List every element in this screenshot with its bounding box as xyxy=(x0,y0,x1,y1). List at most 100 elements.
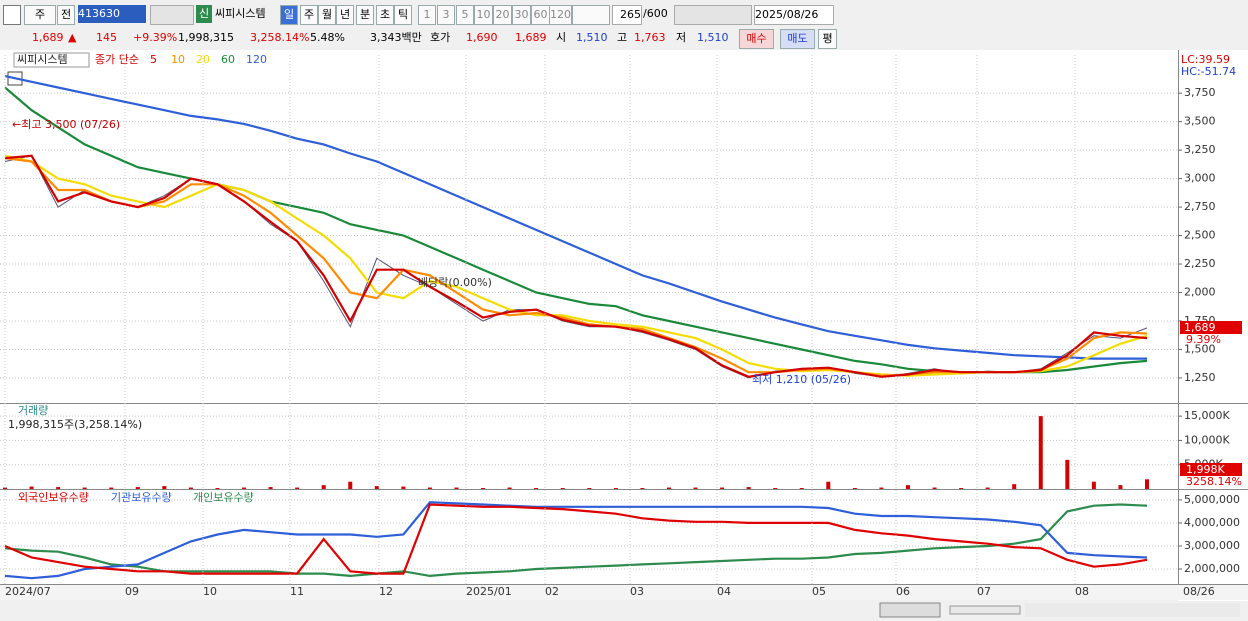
date-input[interactable]: 2025/08/26 xyxy=(754,5,834,25)
series-line xyxy=(4,154,1148,377)
period-month[interactable]: 월 xyxy=(318,5,336,25)
y-tick-label: 5,000,000 xyxy=(1184,493,1240,506)
price-pill xyxy=(1180,321,1242,334)
change: 145 xyxy=(96,31,117,44)
tool-icons[interactable] xyxy=(1025,603,1240,617)
price: 1,689 xyxy=(32,31,64,44)
buy-button[interactable]: 매수 xyxy=(739,29,774,49)
period-minute[interactable]: 분 xyxy=(356,5,374,25)
count-input[interactable]: 265 xyxy=(612,5,642,25)
legend-entry: 개인보유수량 xyxy=(193,491,254,504)
legend-entry: 5 xyxy=(150,53,157,66)
y-tick-label: 3,500 xyxy=(1184,115,1216,128)
y-tick-label: 10,000K xyxy=(1184,433,1230,446)
volume-bar xyxy=(162,486,167,489)
x-tick-label: 08/26 xyxy=(1183,585,1215,598)
x-tick-label: 02 xyxy=(545,585,559,598)
change-pct: +9.39% xyxy=(133,31,178,44)
bid: 1,689 xyxy=(515,31,547,44)
y-tick-label: 3,000,000 xyxy=(1184,539,1240,552)
volume-bar xyxy=(481,488,486,489)
stock-name: 씨피시스템 xyxy=(215,7,266,20)
volume-bar xyxy=(401,486,406,489)
tool-icons[interactable] xyxy=(150,5,194,25)
period-week[interactable]: 주 xyxy=(300,5,318,25)
volume-bar xyxy=(1065,459,1070,489)
period-tick[interactable]: 틱 xyxy=(394,5,412,25)
y-tick-label: 2,500 xyxy=(1184,229,1216,242)
y-tick-label: 15,000K xyxy=(1184,409,1230,422)
volume-bar xyxy=(3,487,7,489)
volume-bar xyxy=(666,487,671,489)
interval[interactable]: 3 xyxy=(437,5,455,25)
x-tick-label: 11 xyxy=(290,585,304,598)
zoom-slider[interactable] xyxy=(949,605,1021,615)
avg-button[interactable]: 평 xyxy=(818,29,837,49)
x-tick-label: 04 xyxy=(717,585,731,598)
interval[interactable]: 120 xyxy=(549,5,572,25)
last-volume-pct: 3258.14% xyxy=(1186,475,1242,488)
chart-title: 씨피시스템 xyxy=(17,53,68,66)
icon[interactable] xyxy=(3,5,21,25)
volume-ratio: 3,258.14% xyxy=(250,31,310,44)
hc-label: HC:-51.74 xyxy=(1181,65,1236,78)
y-tick-label: 2,000,000 xyxy=(1184,562,1240,575)
x-axis-bg xyxy=(0,585,1248,600)
y-tick-label: 3,000 xyxy=(1184,172,1216,185)
volume-bar xyxy=(985,487,990,489)
low-label: 저 xyxy=(676,31,687,44)
interval[interactable]: 5 xyxy=(456,5,474,25)
interval[interactable]: 20 xyxy=(493,5,512,25)
y-tick-label: 2,250 xyxy=(1184,257,1216,270)
y-tick-label: 4,000,000 xyxy=(1184,516,1240,529)
scroll-buttons[interactable] xyxy=(879,602,941,618)
x-tick-label: 07 xyxy=(977,585,991,598)
interval[interactable]: 60 xyxy=(531,5,550,25)
volume-bar xyxy=(932,487,937,489)
volume-pill xyxy=(1180,463,1242,476)
volume-bar xyxy=(560,488,565,489)
volume-bar xyxy=(242,487,247,489)
volume-bar xyxy=(1118,485,1123,489)
volume-bar xyxy=(348,481,353,489)
interval[interactable]: 10 xyxy=(474,5,493,25)
period-second[interactable]: 초 xyxy=(376,5,394,25)
x-tick-label: 12 xyxy=(379,585,393,598)
volume-bar xyxy=(507,487,512,489)
x-tick-label: 2025/01 xyxy=(466,585,512,598)
volume-bar xyxy=(295,487,300,489)
volume-bar xyxy=(427,487,432,489)
code-input[interactable]: 413630 xyxy=(78,5,146,23)
amount: 3,343백만 xyxy=(370,31,422,44)
period-day[interactable]: 일 xyxy=(280,5,298,25)
volume-bar xyxy=(1145,479,1149,489)
scope[interactable]: 전 xyxy=(57,5,75,25)
period-year[interactable]: 년 xyxy=(336,5,354,25)
y-tick-label: 2,000 xyxy=(1184,286,1216,299)
volume-bar xyxy=(268,487,273,489)
interval[interactable]: 30 xyxy=(512,5,531,25)
tool-icons[interactable] xyxy=(674,5,752,25)
volume-bar xyxy=(188,487,193,489)
legend-entry: 기관보유수량 xyxy=(111,491,172,504)
last-pct: 9.39% xyxy=(1186,333,1221,346)
x-tick-label: 06 xyxy=(896,585,910,598)
sell-button[interactable]: 매도 xyxy=(780,29,815,49)
turnover: 5.48% xyxy=(310,31,345,44)
interval-select[interactable] xyxy=(572,5,610,25)
volume-bar xyxy=(82,487,87,489)
volume-bar xyxy=(29,486,34,489)
high: 1,763 xyxy=(634,31,666,44)
volume-bar xyxy=(613,488,618,489)
legend-entry: 외국인보유수량 xyxy=(18,491,89,504)
volume-bar xyxy=(374,486,379,489)
volume-bar xyxy=(879,487,884,489)
volume-bar xyxy=(905,485,910,489)
period-select[interactable]: 주 xyxy=(24,5,56,25)
volume-bar xyxy=(321,485,326,489)
volume-bar xyxy=(640,488,645,489)
high-label: 고 xyxy=(617,31,628,44)
interval[interactable]: 1 xyxy=(418,5,436,25)
series-line xyxy=(4,75,1147,360)
